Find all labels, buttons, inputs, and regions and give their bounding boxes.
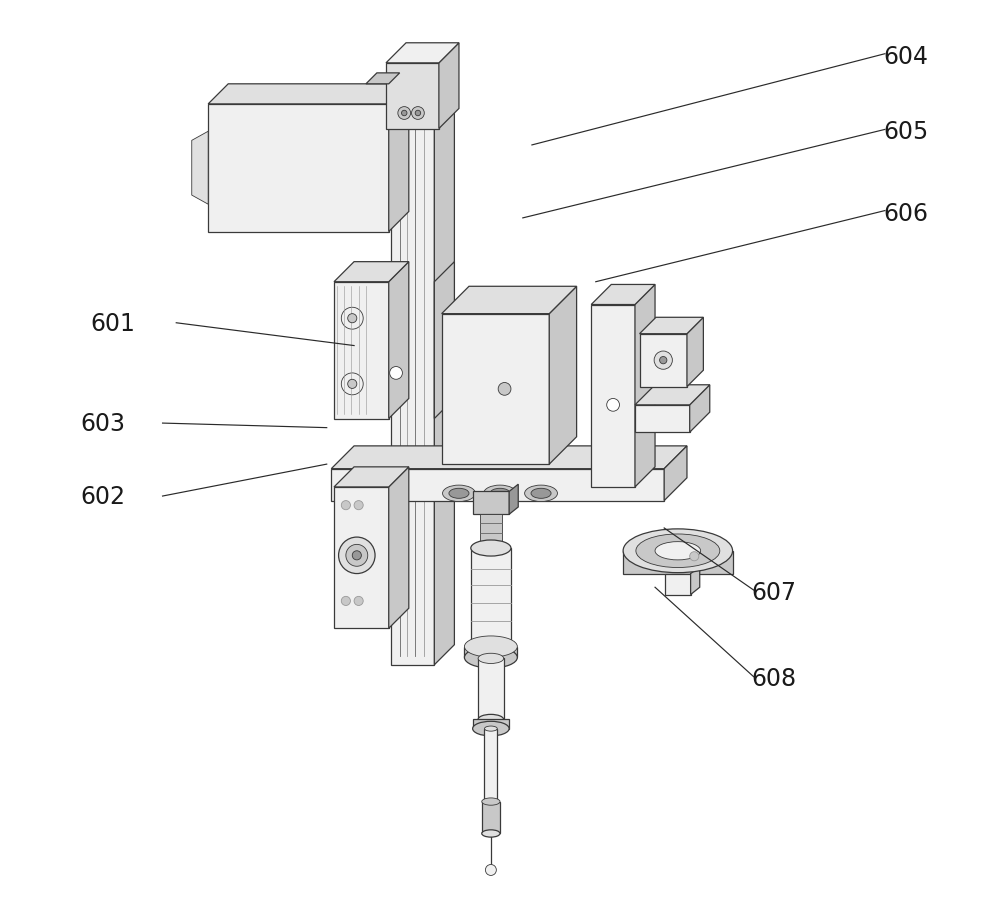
Polygon shape bbox=[484, 729, 497, 802]
Polygon shape bbox=[509, 485, 518, 515]
Polygon shape bbox=[687, 318, 703, 387]
Polygon shape bbox=[334, 282, 389, 419]
Polygon shape bbox=[549, 287, 577, 465]
Ellipse shape bbox=[471, 540, 511, 557]
Polygon shape bbox=[442, 314, 549, 465]
Circle shape bbox=[402, 111, 407, 117]
Polygon shape bbox=[591, 305, 635, 487]
Circle shape bbox=[398, 107, 411, 120]
Polygon shape bbox=[389, 85, 409, 232]
Polygon shape bbox=[473, 492, 509, 515]
Polygon shape bbox=[473, 720, 509, 729]
Circle shape bbox=[654, 352, 672, 370]
Polygon shape bbox=[334, 262, 409, 282]
Polygon shape bbox=[635, 405, 690, 433]
Ellipse shape bbox=[482, 798, 500, 805]
Text: 604: 604 bbox=[883, 45, 928, 68]
Polygon shape bbox=[664, 446, 687, 501]
Polygon shape bbox=[635, 385, 710, 405]
Ellipse shape bbox=[471, 639, 511, 655]
Polygon shape bbox=[334, 467, 409, 487]
Circle shape bbox=[348, 380, 357, 389]
Ellipse shape bbox=[490, 488, 510, 499]
Ellipse shape bbox=[525, 486, 557, 502]
Ellipse shape bbox=[473, 722, 509, 736]
Polygon shape bbox=[366, 74, 400, 85]
Ellipse shape bbox=[449, 488, 469, 499]
Text: 603: 603 bbox=[81, 412, 126, 435]
Text: 601: 601 bbox=[90, 312, 135, 335]
Polygon shape bbox=[690, 385, 710, 433]
Polygon shape bbox=[591, 285, 655, 305]
Polygon shape bbox=[635, 285, 655, 487]
Polygon shape bbox=[442, 287, 577, 314]
Polygon shape bbox=[389, 137, 391, 169]
Polygon shape bbox=[334, 487, 389, 629]
Ellipse shape bbox=[636, 535, 720, 568]
Circle shape bbox=[607, 399, 619, 412]
Polygon shape bbox=[434, 89, 454, 665]
Circle shape bbox=[341, 308, 363, 330]
Polygon shape bbox=[480, 515, 502, 547]
Circle shape bbox=[354, 597, 363, 606]
Ellipse shape bbox=[623, 529, 733, 573]
Text: 607: 607 bbox=[751, 580, 796, 604]
Polygon shape bbox=[331, 446, 687, 469]
Circle shape bbox=[690, 552, 699, 561]
Circle shape bbox=[339, 537, 375, 574]
Ellipse shape bbox=[478, 653, 504, 664]
Polygon shape bbox=[464, 647, 517, 658]
Polygon shape bbox=[640, 334, 687, 387]
Polygon shape bbox=[478, 659, 504, 720]
Ellipse shape bbox=[482, 830, 500, 837]
Ellipse shape bbox=[484, 726, 497, 732]
Polygon shape bbox=[482, 802, 500, 834]
Text: 608: 608 bbox=[751, 667, 796, 691]
Circle shape bbox=[341, 374, 363, 395]
Circle shape bbox=[485, 865, 496, 875]
Polygon shape bbox=[640, 318, 703, 334]
Circle shape bbox=[498, 383, 511, 396]
Text: 602: 602 bbox=[81, 485, 126, 508]
Polygon shape bbox=[691, 568, 700, 595]
Polygon shape bbox=[439, 44, 459, 129]
Circle shape bbox=[341, 597, 350, 606]
Ellipse shape bbox=[484, 486, 516, 502]
Polygon shape bbox=[391, 109, 434, 665]
Ellipse shape bbox=[464, 647, 517, 669]
Polygon shape bbox=[434, 262, 454, 419]
Text: 606: 606 bbox=[883, 202, 928, 226]
Circle shape bbox=[415, 111, 421, 117]
Polygon shape bbox=[391, 89, 454, 109]
Circle shape bbox=[660, 357, 667, 364]
Circle shape bbox=[354, 501, 363, 510]
Circle shape bbox=[390, 367, 402, 380]
Polygon shape bbox=[665, 574, 691, 595]
Circle shape bbox=[341, 501, 350, 510]
Circle shape bbox=[412, 107, 424, 120]
Polygon shape bbox=[389, 262, 409, 419]
Polygon shape bbox=[623, 551, 733, 574]
Circle shape bbox=[348, 314, 357, 323]
Ellipse shape bbox=[443, 486, 475, 502]
Polygon shape bbox=[386, 64, 439, 129]
Ellipse shape bbox=[531, 488, 551, 499]
Polygon shape bbox=[389, 467, 409, 629]
Polygon shape bbox=[331, 469, 664, 501]
Polygon shape bbox=[471, 548, 511, 647]
Text: 605: 605 bbox=[883, 120, 928, 144]
Polygon shape bbox=[208, 85, 409, 105]
Circle shape bbox=[346, 545, 368, 567]
Ellipse shape bbox=[478, 714, 504, 725]
Ellipse shape bbox=[464, 636, 517, 658]
Polygon shape bbox=[208, 105, 389, 232]
Ellipse shape bbox=[655, 542, 701, 560]
Polygon shape bbox=[192, 132, 208, 205]
Polygon shape bbox=[386, 44, 459, 64]
Circle shape bbox=[352, 551, 361, 560]
